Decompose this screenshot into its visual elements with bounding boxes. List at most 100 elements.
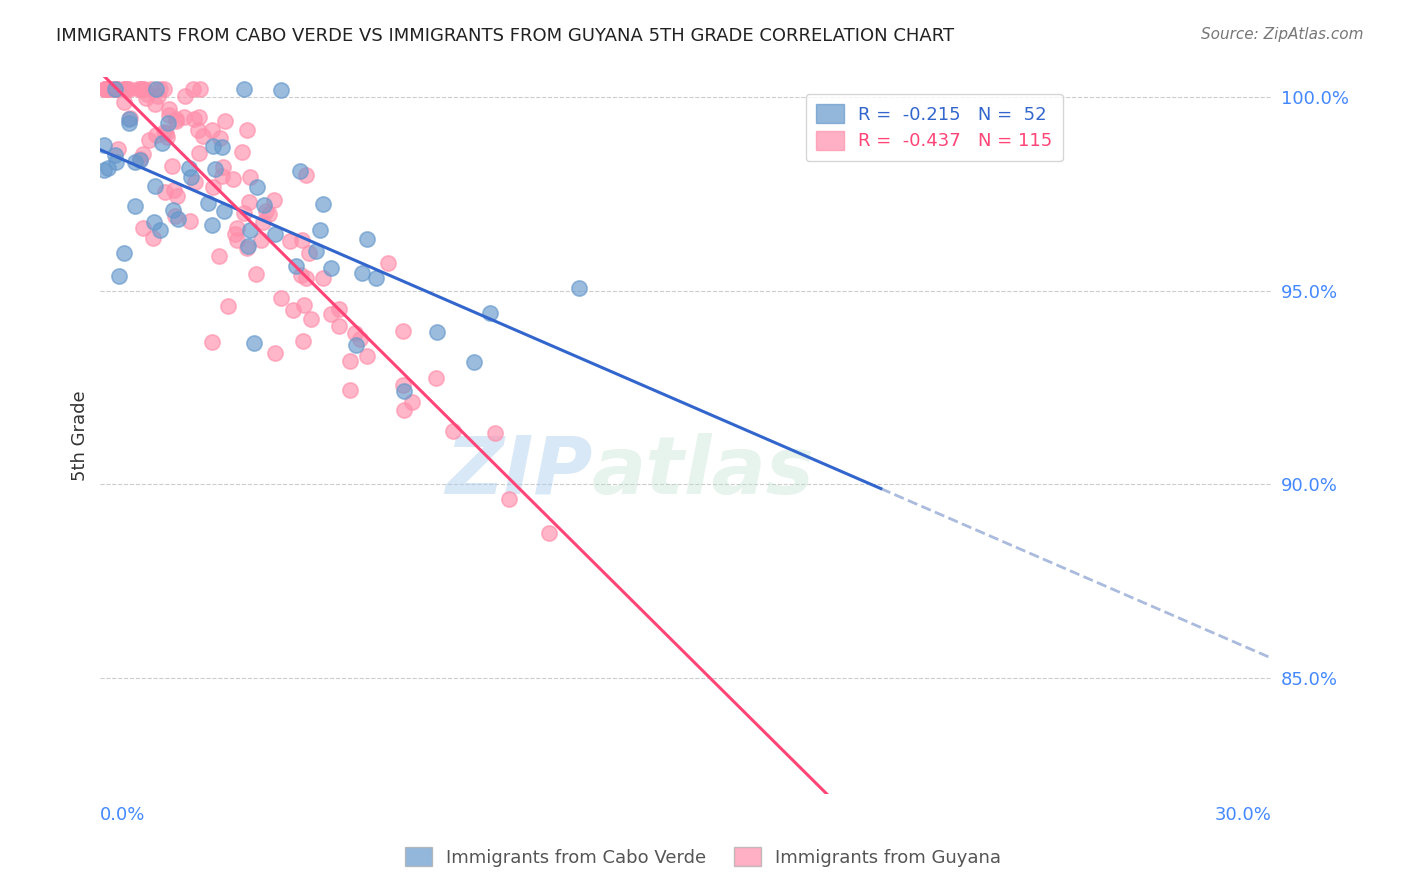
Point: [295, 270, 318, 285]
Point: [312, 271, 335, 285]
Point: [204, 161, 226, 176]
Point: [270, 291, 292, 305]
Legend: Immigrants from Cabo Verde, Immigrants from Guyana: Immigrants from Cabo Verde, Immigrants f…: [398, 840, 1008, 874]
Point: [97, 161, 120, 176]
Point: [350, 266, 373, 280]
Point: [179, 161, 201, 175]
Point: [238, 239, 260, 253]
Point: [129, 82, 152, 96]
Point: [183, 112, 205, 127]
Point: [343, 326, 366, 340]
Point: [392, 378, 415, 392]
Point: [105, 82, 128, 96]
Point: [364, 270, 387, 285]
Point: [173, 88, 195, 103]
Point: [93, 137, 115, 152]
Point: [214, 114, 236, 128]
Point: [179, 213, 201, 227]
Y-axis label: 5th Grade: 5th Grade: [72, 391, 89, 481]
Point: [139, 82, 162, 96]
Text: 30.0%: 30.0%: [1215, 806, 1271, 824]
Point: [112, 82, 135, 96]
Point: [143, 178, 166, 193]
Point: [93, 162, 115, 177]
Point: [484, 425, 506, 440]
Point: [305, 244, 328, 258]
Point: [377, 256, 399, 270]
Point: [124, 199, 146, 213]
Point: [238, 169, 260, 184]
Point: [233, 206, 256, 220]
Point: [165, 113, 187, 128]
Point: [112, 246, 135, 260]
Point: [328, 318, 350, 333]
Point: [280, 235, 302, 249]
Point: [254, 204, 277, 219]
Point: [224, 227, 246, 242]
Point: [114, 82, 136, 96]
Point: [132, 82, 155, 96]
Point: [202, 180, 225, 194]
Point: [155, 185, 177, 199]
Point: [191, 129, 214, 144]
Point: [146, 88, 169, 103]
Point: [538, 526, 561, 541]
Point: [167, 211, 190, 226]
Point: [425, 325, 447, 339]
Point: [225, 233, 247, 247]
Point: [290, 268, 312, 283]
Point: [221, 172, 243, 186]
Point: [129, 153, 152, 167]
Point: [94, 82, 117, 96]
Text: 0.0%: 0.0%: [100, 806, 146, 824]
Point: [349, 332, 371, 346]
Point: [153, 125, 176, 139]
Point: [225, 221, 247, 235]
Point: [281, 303, 304, 318]
Point: [295, 169, 318, 183]
Point: [463, 355, 485, 369]
Point: [321, 307, 343, 321]
Point: [104, 148, 127, 162]
Point: [239, 223, 262, 237]
Point: [94, 82, 117, 96]
Point: [127, 82, 149, 96]
Point: [165, 209, 187, 223]
Point: [173, 110, 195, 124]
Point: [211, 139, 233, 153]
Point: [112, 95, 135, 109]
Point: [236, 241, 259, 255]
Point: [163, 183, 186, 197]
Point: [108, 269, 131, 284]
Point: [356, 349, 378, 363]
Point: [197, 196, 219, 211]
Point: [319, 260, 342, 275]
Point: [143, 97, 166, 112]
Point: [142, 231, 165, 245]
Point: [292, 334, 315, 348]
Point: [117, 112, 139, 126]
Point: [288, 164, 311, 178]
Text: IMMIGRANTS FROM CABO VERDE VS IMMIGRANTS FROM GUYANA 5TH GRADE CORRELATION CHART: IMMIGRANTS FROM CABO VERDE VS IMMIGRANTS…: [56, 27, 955, 45]
Point: [425, 371, 447, 385]
Point: [104, 82, 127, 96]
Point: [129, 152, 152, 166]
Point: [212, 161, 235, 175]
Point: [131, 82, 153, 96]
Point: [236, 123, 259, 137]
Point: [356, 232, 378, 246]
Point: [187, 123, 209, 137]
Point: [94, 82, 117, 96]
Point: [157, 108, 180, 122]
Point: [107, 143, 129, 157]
Point: [392, 324, 415, 338]
Point: [118, 82, 141, 96]
Point: [96, 82, 118, 96]
Point: [291, 234, 314, 248]
Point: [145, 128, 167, 142]
Point: [117, 82, 139, 96]
Point: [104, 155, 127, 169]
Point: [339, 383, 361, 397]
Point: [250, 233, 273, 247]
Point: [180, 170, 202, 185]
